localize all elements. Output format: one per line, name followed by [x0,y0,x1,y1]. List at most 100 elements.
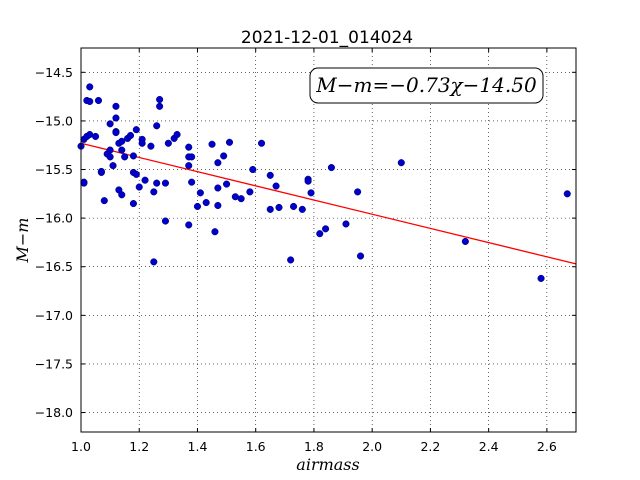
data-point [153,122,161,130]
data-point [118,137,126,145]
y-tick-label: −14.5 [35,65,73,80]
axes-frame [80,47,577,433]
data-point [164,139,172,147]
x-tick-label: 1.4 [188,439,208,454]
axes-background [81,48,576,432]
data-point [220,152,228,160]
data-point [202,199,210,207]
y-tick-label: −15.5 [35,162,73,177]
data-point [100,197,108,205]
x-tick-label: 2.2 [420,439,440,454]
data-point [266,171,274,179]
data-point [266,205,274,213]
data-point [214,159,222,167]
data-point [304,177,312,185]
data-point [92,132,100,141]
data-point [225,138,234,146]
data-point [356,252,365,260]
data-point [257,139,266,147]
data-point [246,188,254,196]
data-point [211,228,219,236]
data-point [129,152,137,160]
x-axis-label: airmass [296,455,359,474]
x-tick-label: 1.8 [304,439,324,454]
data-point [121,153,129,161]
data-point [156,95,164,104]
data-point [537,274,545,282]
data-point [307,189,315,197]
data-point [275,203,283,211]
y-tick-label: −16.5 [35,259,73,274]
fit-line-group [80,142,577,265]
data-point [106,120,114,128]
data-point [129,199,137,208]
data-point [397,159,405,167]
plot-area: 1.0 1.2 1.4 1.6 1.8 2.0 2.2 2.4 2.6 −14.5 −15.0 −15… [35,47,577,454]
data-point [147,142,155,150]
data-point [153,179,161,187]
ticks: 1.0 1.2 1.4 1.6 1.8 2.0 2.2 2.4 2.6 −14.5 −15.0 −15… [35,48,576,454]
data-point [193,202,202,211]
data-point [150,188,158,196]
data-point [354,188,362,196]
data-point [106,146,114,154]
data-point [237,195,245,203]
data-point [342,220,350,228]
y-tick-label: −15.0 [35,113,73,128]
data-point [138,139,146,147]
data-point [214,201,222,210]
data-point [161,217,169,225]
fit-line [80,142,577,265]
data-point [86,83,94,91]
chart-title: 2021-12-01_014024 [241,28,413,48]
x-tick-label: 1.6 [246,439,266,454]
data-point [196,189,204,197]
data-point [461,237,469,246]
x-tick-label: 2.4 [479,439,499,454]
data-point [106,153,114,161]
data-point [112,129,120,137]
data-points [77,83,571,282]
fit-equation: M−m=−0.73χ−14.50 [315,73,537,97]
data-point [126,131,135,140]
data-point [188,178,196,186]
x-tick-label: 1.2 [129,439,149,454]
data-point [185,143,193,151]
fit-annotation: M−m=−0.73χ−14.50 [309,67,544,104]
data-point [290,202,298,211]
data-point [132,126,140,134]
x-tick-label: 2.0 [362,439,382,454]
annotation-box [309,67,544,104]
data-point [327,164,335,172]
data-point [109,162,117,170]
y-tick-label: −17.0 [35,308,73,323]
data-point [135,183,143,191]
data-point [118,146,126,154]
data-point [316,230,324,238]
data-point [249,165,257,174]
data-point [94,96,103,105]
data-point [86,97,94,106]
data-point [118,191,126,199]
y-axis-label: M−m [13,218,32,264]
x-tick-label: 2.6 [537,439,557,454]
data-point [132,170,140,178]
data-point [112,102,120,110]
data-point [563,190,571,198]
data-point [150,258,158,266]
y-tick-label: −18.0 [35,405,73,420]
data-point [156,102,164,110]
data-point [141,176,149,184]
data-point [173,130,181,139]
data-point [80,179,88,187]
data-point [272,182,280,190]
data-point [214,184,222,192]
data-point [185,221,193,229]
data-point [185,162,193,170]
data-point [322,225,330,233]
data-point [97,167,105,176]
data-point [188,153,196,161]
data-point [161,179,169,187]
data-point [112,114,120,122]
